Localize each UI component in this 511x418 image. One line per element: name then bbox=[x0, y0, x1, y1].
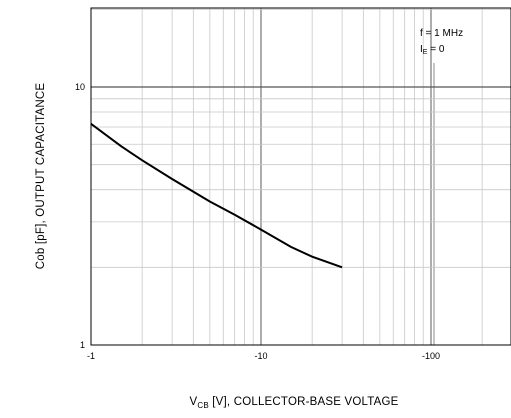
y-axis-label: Cob [pF], OUTPUT CAPACITANCE bbox=[35, 83, 47, 270]
plot-frame bbox=[90, 7, 511, 346]
annotation-ie-main: I bbox=[420, 44, 423, 55]
x-axis-label: VCB [V], COLLECTOR-BASE VOLTAGE bbox=[189, 396, 398, 410]
grid bbox=[91, 8, 511, 345]
y-tick-label: 1 bbox=[80, 340, 85, 350]
x-axis-label-main: V bbox=[189, 396, 197, 408]
annotation-ie-rest: = 0 bbox=[427, 44, 444, 55]
x-tick-label: -100 bbox=[422, 351, 440, 361]
x-axis-label-sub: CB bbox=[197, 401, 209, 410]
series-line bbox=[90, 122, 343, 269]
x-tick-label: -10 bbox=[254, 351, 267, 361]
annotation-ie: IE = 0 bbox=[420, 44, 445, 56]
y-tick-label: 10 bbox=[75, 82, 85, 92]
annotation-frequency: f = 1 MHz bbox=[420, 28, 463, 39]
x-axis-label-rest: [V], COLLECTOR-BASE VOLTAGE bbox=[209, 396, 399, 408]
tick-labels: -1 -10 -100 1 10 bbox=[75, 82, 440, 361]
annotation-ie-sub: E bbox=[423, 49, 428, 56]
x-tick-label: -1 bbox=[87, 351, 95, 361]
